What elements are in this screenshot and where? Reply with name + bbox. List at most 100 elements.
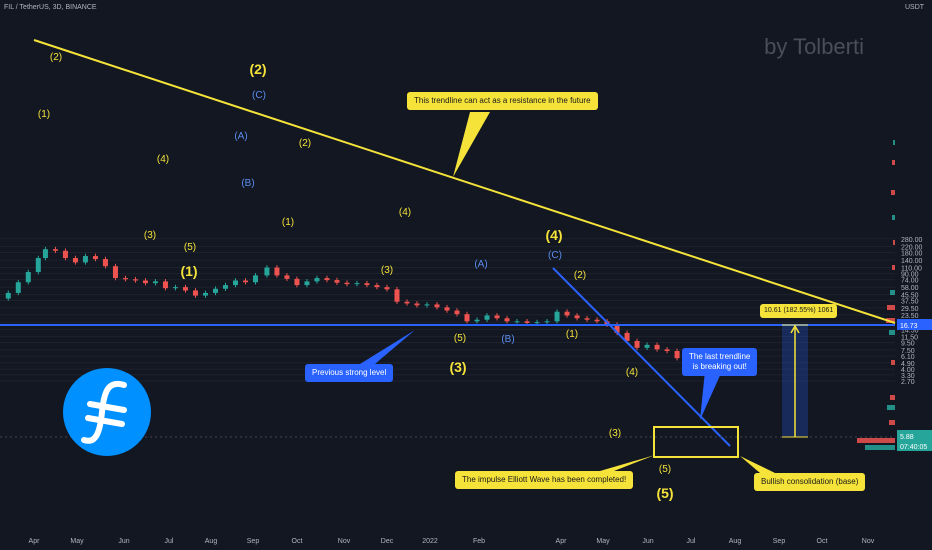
candle-body-18 [172, 287, 178, 289]
wave-label-19: (4) [545, 227, 562, 243]
x-tick-7: Nov [338, 538, 351, 545]
price-tag-1: 5.88 [900, 434, 914, 441]
x-tick-18: Nov [862, 538, 875, 545]
candle-body-47 [464, 314, 470, 322]
candle-body-44 [434, 304, 440, 308]
wave-label-11: (2) [299, 138, 311, 149]
wave-label-2: (3) [144, 230, 156, 241]
grid-lines [0, 238, 895, 382]
y-tick-9: 37.50 [901, 298, 919, 305]
wave-label-15: (3) [449, 359, 466, 375]
volume-bar-14 [857, 438, 895, 443]
wave-labels: (1) (2) (3) (4) (5) (1) (A) (B) (C) (2) (1) (2) (3) (… [38, 52, 674, 501]
candle-body-19 [182, 287, 188, 291]
measure-label: 10.61 (182.55%) 1061 [760, 304, 838, 318]
wave-label-14: (5) [454, 333, 466, 344]
wave-label-21: (2) [574, 270, 586, 281]
price-tag-bg-2 [897, 440, 932, 451]
y-tick-16: 7.50 [901, 348, 915, 355]
x-tick-17: Oct [817, 538, 828, 545]
y-tick-6: 74.00 [901, 278, 919, 285]
callout-breakout-line1: The last trendline [689, 352, 751, 361]
wave-label-22: (3) [609, 428, 621, 439]
candle-body-67 [664, 349, 670, 352]
candle-body-36 [354, 283, 360, 285]
candle-body-65 [644, 344, 650, 348]
x-tick-12: May [596, 538, 610, 545]
candle-body-26 [253, 275, 259, 283]
wave-label-18: (C) [548, 250, 562, 261]
candle-body-46 [454, 310, 460, 315]
volume-bar-11 [890, 395, 895, 400]
volume-bar-5 [892, 265, 895, 270]
candle-body-39 [384, 287, 390, 290]
callout-level-pointer [360, 330, 415, 364]
candle-body-34 [334, 280, 340, 283]
wave-label-4: (5) [184, 242, 196, 253]
candle-body-17 [162, 281, 168, 289]
candle-body-33 [324, 278, 330, 281]
filecoin-logo-icon [63, 368, 151, 456]
candle-body-31 [304, 281, 310, 286]
volume-bar-1 [892, 160, 895, 165]
candle-body-66 [654, 344, 660, 350]
volume-bar-13 [889, 420, 895, 425]
candle-body-12 [112, 266, 118, 279]
drawings [0, 39, 896, 473]
x-tick-11: Apr [556, 538, 568, 545]
volume-bar-7 [887, 305, 895, 310]
measure-arrow-head [790, 324, 800, 334]
candle-body-16 [152, 281, 158, 284]
candle-body-40 [394, 289, 400, 302]
candle-body-11 [102, 259, 108, 267]
wave-label-16: (A) [474, 259, 487, 270]
x-tick-1: May [70, 538, 84, 545]
callout-resistance: This trendline can act as a resistance i… [407, 92, 598, 110]
wave-label-7: (B) [241, 178, 254, 189]
y-tick-4: 110.00 [901, 266, 922, 273]
x-tick-13: Jun [642, 538, 653, 545]
candle-body-56 [554, 311, 560, 322]
volume-bar-9 [889, 330, 895, 335]
wave-label-6: (A) [234, 131, 247, 142]
candle-body-27 [264, 267, 270, 276]
wave-label-1: (2) [50, 52, 62, 63]
candle-body-51 [504, 318, 510, 322]
time-axis[interactable]: Apr May Jun Jul Aug Sep Oct Nov Dec 2022 Feb Apr May… [29, 538, 875, 545]
x-tick-16: Sep [773, 538, 786, 545]
candle-body-57 [564, 311, 570, 316]
candle-body-9 [82, 256, 88, 263]
candle-body-68 [674, 351, 680, 359]
x-tick-10: Feb [473, 538, 485, 545]
volume-bar-12 [887, 405, 895, 410]
candle-body-42 [414, 303, 420, 306]
candle-body-6 [52, 249, 58, 251]
y-tick-11: 23.50 [901, 313, 919, 320]
x-tick-9: 2022 [422, 538, 438, 545]
candle-body-37 [364, 283, 370, 286]
candle-body-29 [284, 275, 290, 279]
candle-body-64 [634, 340, 640, 348]
wave-label-20: (1) [566, 329, 578, 340]
filecoin-glyph [81, 380, 127, 444]
y-tick-17: 6.10 [901, 354, 915, 361]
volume-bar-3 [892, 215, 895, 220]
wave-label-17: (B) [501, 334, 514, 345]
x-tick-2: Jun [118, 538, 129, 545]
author-watermark: by Tolberti [764, 34, 864, 59]
callout-consolidation: Bullish consolidation (base) [754, 473, 866, 491]
price-tag-bg-0 [897, 319, 932, 330]
price-tag-0: 16.73 [900, 323, 918, 330]
volume-bar-15 [865, 445, 895, 450]
candle-body-14 [132, 279, 138, 281]
candle-body-35 [344, 282, 350, 285]
candle-body-55 [544, 321, 550, 323]
candle-body-49 [484, 315, 490, 320]
y-tick-19: 4.00 [901, 367, 915, 374]
price-axis[interactable]: 280.00220.00180.00140.00110.0090.0074.00… [897, 237, 932, 451]
candle-body-7 [62, 250, 68, 259]
y-tick-3: 140.00 [901, 258, 923, 265]
volume-bar-6 [890, 290, 895, 295]
